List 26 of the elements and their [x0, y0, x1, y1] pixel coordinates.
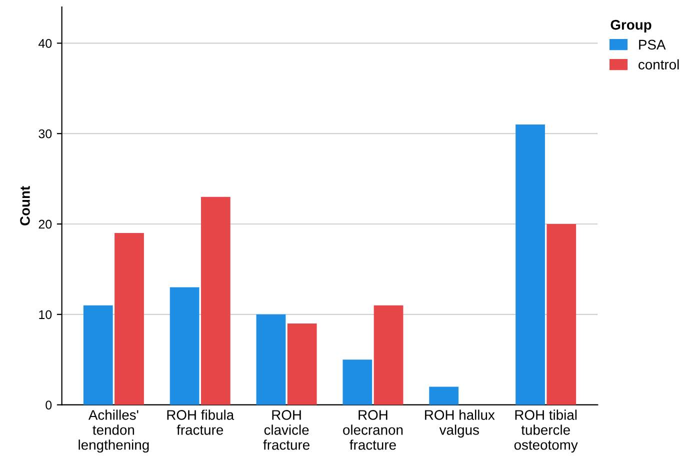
bar	[516, 124, 545, 405]
bar	[374, 305, 404, 405]
x-tick-label: ROH clavicle fracture	[263, 410, 310, 450]
y-tick-label: 40	[38, 38, 52, 48]
bar	[342, 360, 372, 405]
bar	[114, 233, 144, 405]
bar	[546, 224, 576, 405]
x-tick-label: ROH fibula fracture	[167, 410, 234, 435]
legend-label: control	[638, 59, 679, 70]
bar	[287, 323, 317, 405]
x-tick-label: Achilles' tendon lengthening	[78, 410, 149, 453]
y-tick-label: 20	[38, 220, 52, 229]
x-tick-label: ROH hallux valgus	[425, 410, 495, 438]
bar	[200, 196, 230, 405]
y-tick-label: 10	[39, 310, 52, 320]
bar	[83, 305, 113, 405]
legend-title: Group	[610, 20, 652, 32]
x-tick-label: ROH olecranon fracture	[343, 410, 403, 450]
legend-label: PSA	[639, 40, 666, 50]
x-tick-label: ROH tibial tubercle osteotomy	[514, 410, 578, 453]
y-axis-title: Count	[20, 186, 30, 226]
y-tick-label: 30	[38, 129, 52, 138]
y-tick-label: 0	[46, 400, 52, 410]
bar	[170, 287, 200, 405]
bar	[429, 386, 459, 405]
bar	[256, 314, 286, 405]
